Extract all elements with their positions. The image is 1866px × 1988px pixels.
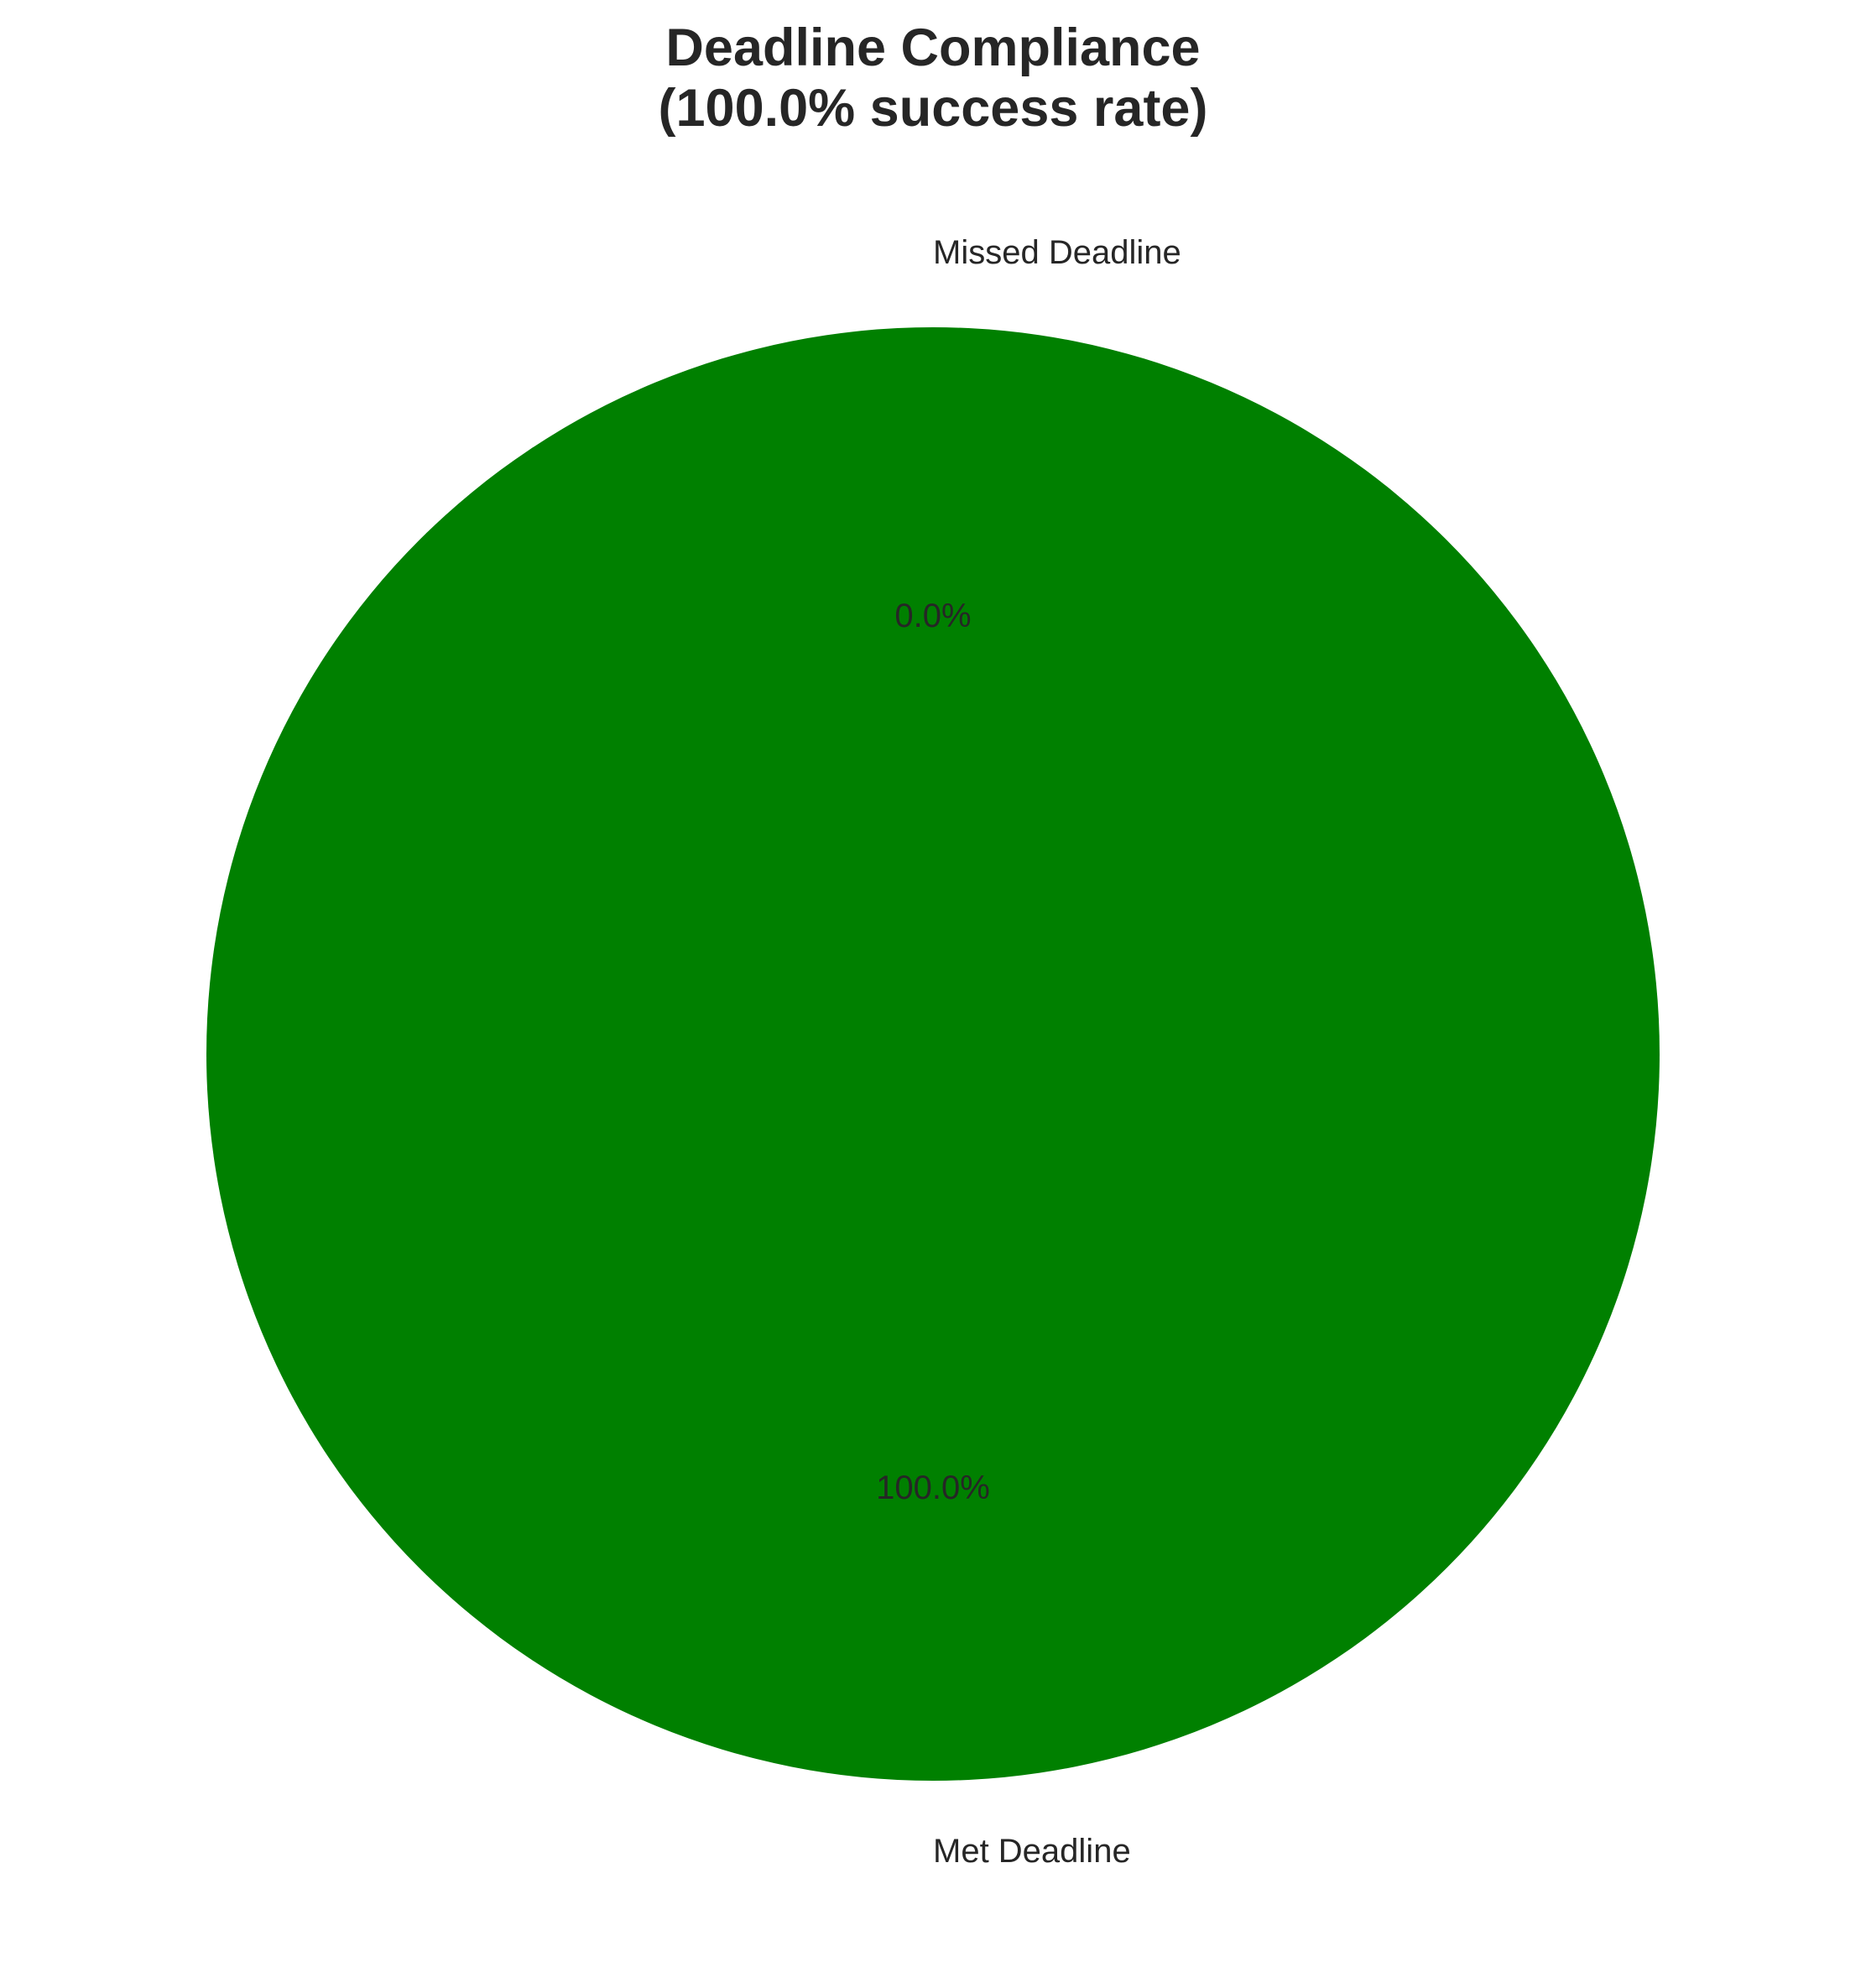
pie-slices [206, 327, 1660, 1781]
chart-title-line-1: Deadline Compliance [665, 18, 1200, 77]
percent-label-missed-deadline: 0.0% [894, 597, 971, 634]
pie-slice-met-deadline [206, 327, 1660, 1781]
slice-label-met-deadline: Met Deadline [933, 1833, 1131, 1870]
chart-title-line-2: (100.0% success rate) [659, 79, 1208, 138]
slice-label-missed-deadline: Missed Deadline [933, 234, 1181, 271]
percent-label-met-deadline: 100.0% [876, 1469, 990, 1506]
pie-labels: Met Deadline 100.0% Missed Deadline 0.0% [876, 234, 1181, 1870]
